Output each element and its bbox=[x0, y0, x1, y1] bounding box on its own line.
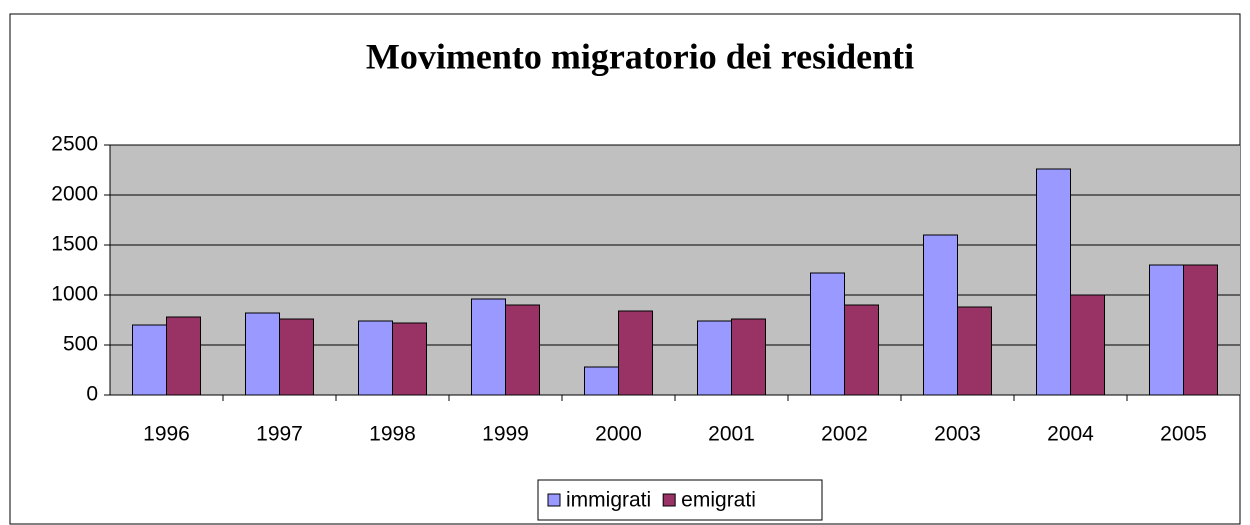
bar bbox=[810, 272, 845, 396]
legend-label: emigrati bbox=[681, 489, 756, 512]
bar bbox=[584, 366, 619, 396]
bar bbox=[166, 316, 201, 396]
bar bbox=[392, 322, 427, 396]
bar bbox=[245, 312, 280, 396]
y-tick-label: 0 bbox=[86, 383, 98, 406]
legend-label: immigrati bbox=[566, 489, 651, 512]
legend-swatch bbox=[662, 493, 676, 507]
x-tick-label: 2000 bbox=[595, 423, 642, 446]
bar bbox=[1183, 264, 1218, 396]
y-tick-label: 2500 bbox=[51, 133, 98, 156]
y-tick-label: 2000 bbox=[51, 183, 98, 206]
legend-swatch bbox=[547, 493, 561, 507]
bar bbox=[618, 310, 653, 396]
x-tick-label: 1997 bbox=[256, 423, 303, 446]
y-tick-label: 500 bbox=[63, 333, 98, 356]
y-tick-label: 1500 bbox=[51, 233, 98, 256]
x-tick-label: 1999 bbox=[482, 423, 529, 446]
bar bbox=[358, 320, 393, 396]
bar bbox=[731, 318, 766, 396]
bar bbox=[279, 318, 314, 396]
x-tick-label: 1998 bbox=[369, 423, 416, 446]
bar bbox=[923, 234, 958, 396]
bar bbox=[957, 306, 992, 396]
x-tick-label: 2005 bbox=[1160, 423, 1207, 446]
y-tick-label: 1000 bbox=[51, 283, 98, 306]
x-tick-label: 1996 bbox=[143, 423, 190, 446]
bar bbox=[471, 298, 506, 396]
bar bbox=[844, 304, 879, 396]
legend-box bbox=[537, 479, 823, 521]
bar bbox=[1036, 168, 1071, 396]
x-tick-label: 2002 bbox=[821, 423, 868, 446]
bar bbox=[1070, 294, 1105, 396]
bar bbox=[505, 304, 540, 396]
bar bbox=[1149, 264, 1184, 396]
x-tick-label: 2001 bbox=[708, 423, 755, 446]
bar bbox=[132, 324, 167, 396]
x-tick-label: 2004 bbox=[1047, 423, 1094, 446]
x-tick-label: 2003 bbox=[934, 423, 981, 446]
bar bbox=[697, 320, 732, 396]
chart-title: Movimento migratorio dei residenti bbox=[366, 36, 914, 76]
